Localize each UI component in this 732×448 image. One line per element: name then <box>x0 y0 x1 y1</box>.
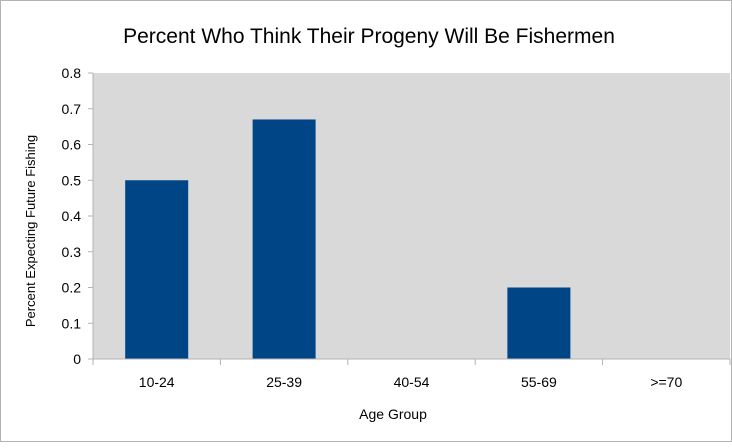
chart-title: Percent Who Think Their Progeny Will Be … <box>123 25 615 48</box>
x-tick-label: 40-54 <box>394 374 430 390</box>
x-tick-label: 55-69 <box>521 374 557 390</box>
x-tick-label: 10-24 <box>139 374 175 390</box>
x-axis-label: Age Group <box>359 406 427 422</box>
bars-group <box>125 119 571 359</box>
y-tick-label: 0 <box>73 351 81 367</box>
y-tick-label: 0.4 <box>62 208 82 224</box>
y-tick-label: 0.1 <box>62 315 82 331</box>
x-tick-label: >=70 <box>650 374 682 390</box>
bar-25-39 <box>252 119 316 359</box>
y-tick-label: 0.2 <box>62 280 82 296</box>
y-tick-label: 0.6 <box>62 137 82 153</box>
bar-10-24 <box>125 180 189 359</box>
y-axis: 0 0.1 0.2 0.3 0.4 0.5 0.6 0.7 0.8 <box>62 65 94 367</box>
bar-55-69 <box>507 287 571 359</box>
y-axis-label: Percent Expecting Future Fishing <box>23 135 38 327</box>
y-tick-label: 0.8 <box>62 65 82 81</box>
y-tick-label: 0.7 <box>62 101 82 117</box>
x-axis: 10-24 25-39 40-54 55-69 >=70 <box>92 358 731 390</box>
x-tick-label: 25-39 <box>266 374 302 390</box>
y-tick-label: 0.5 <box>62 172 82 188</box>
y-tick-label: 0.3 <box>62 244 82 260</box>
plot-area <box>93 73 730 359</box>
